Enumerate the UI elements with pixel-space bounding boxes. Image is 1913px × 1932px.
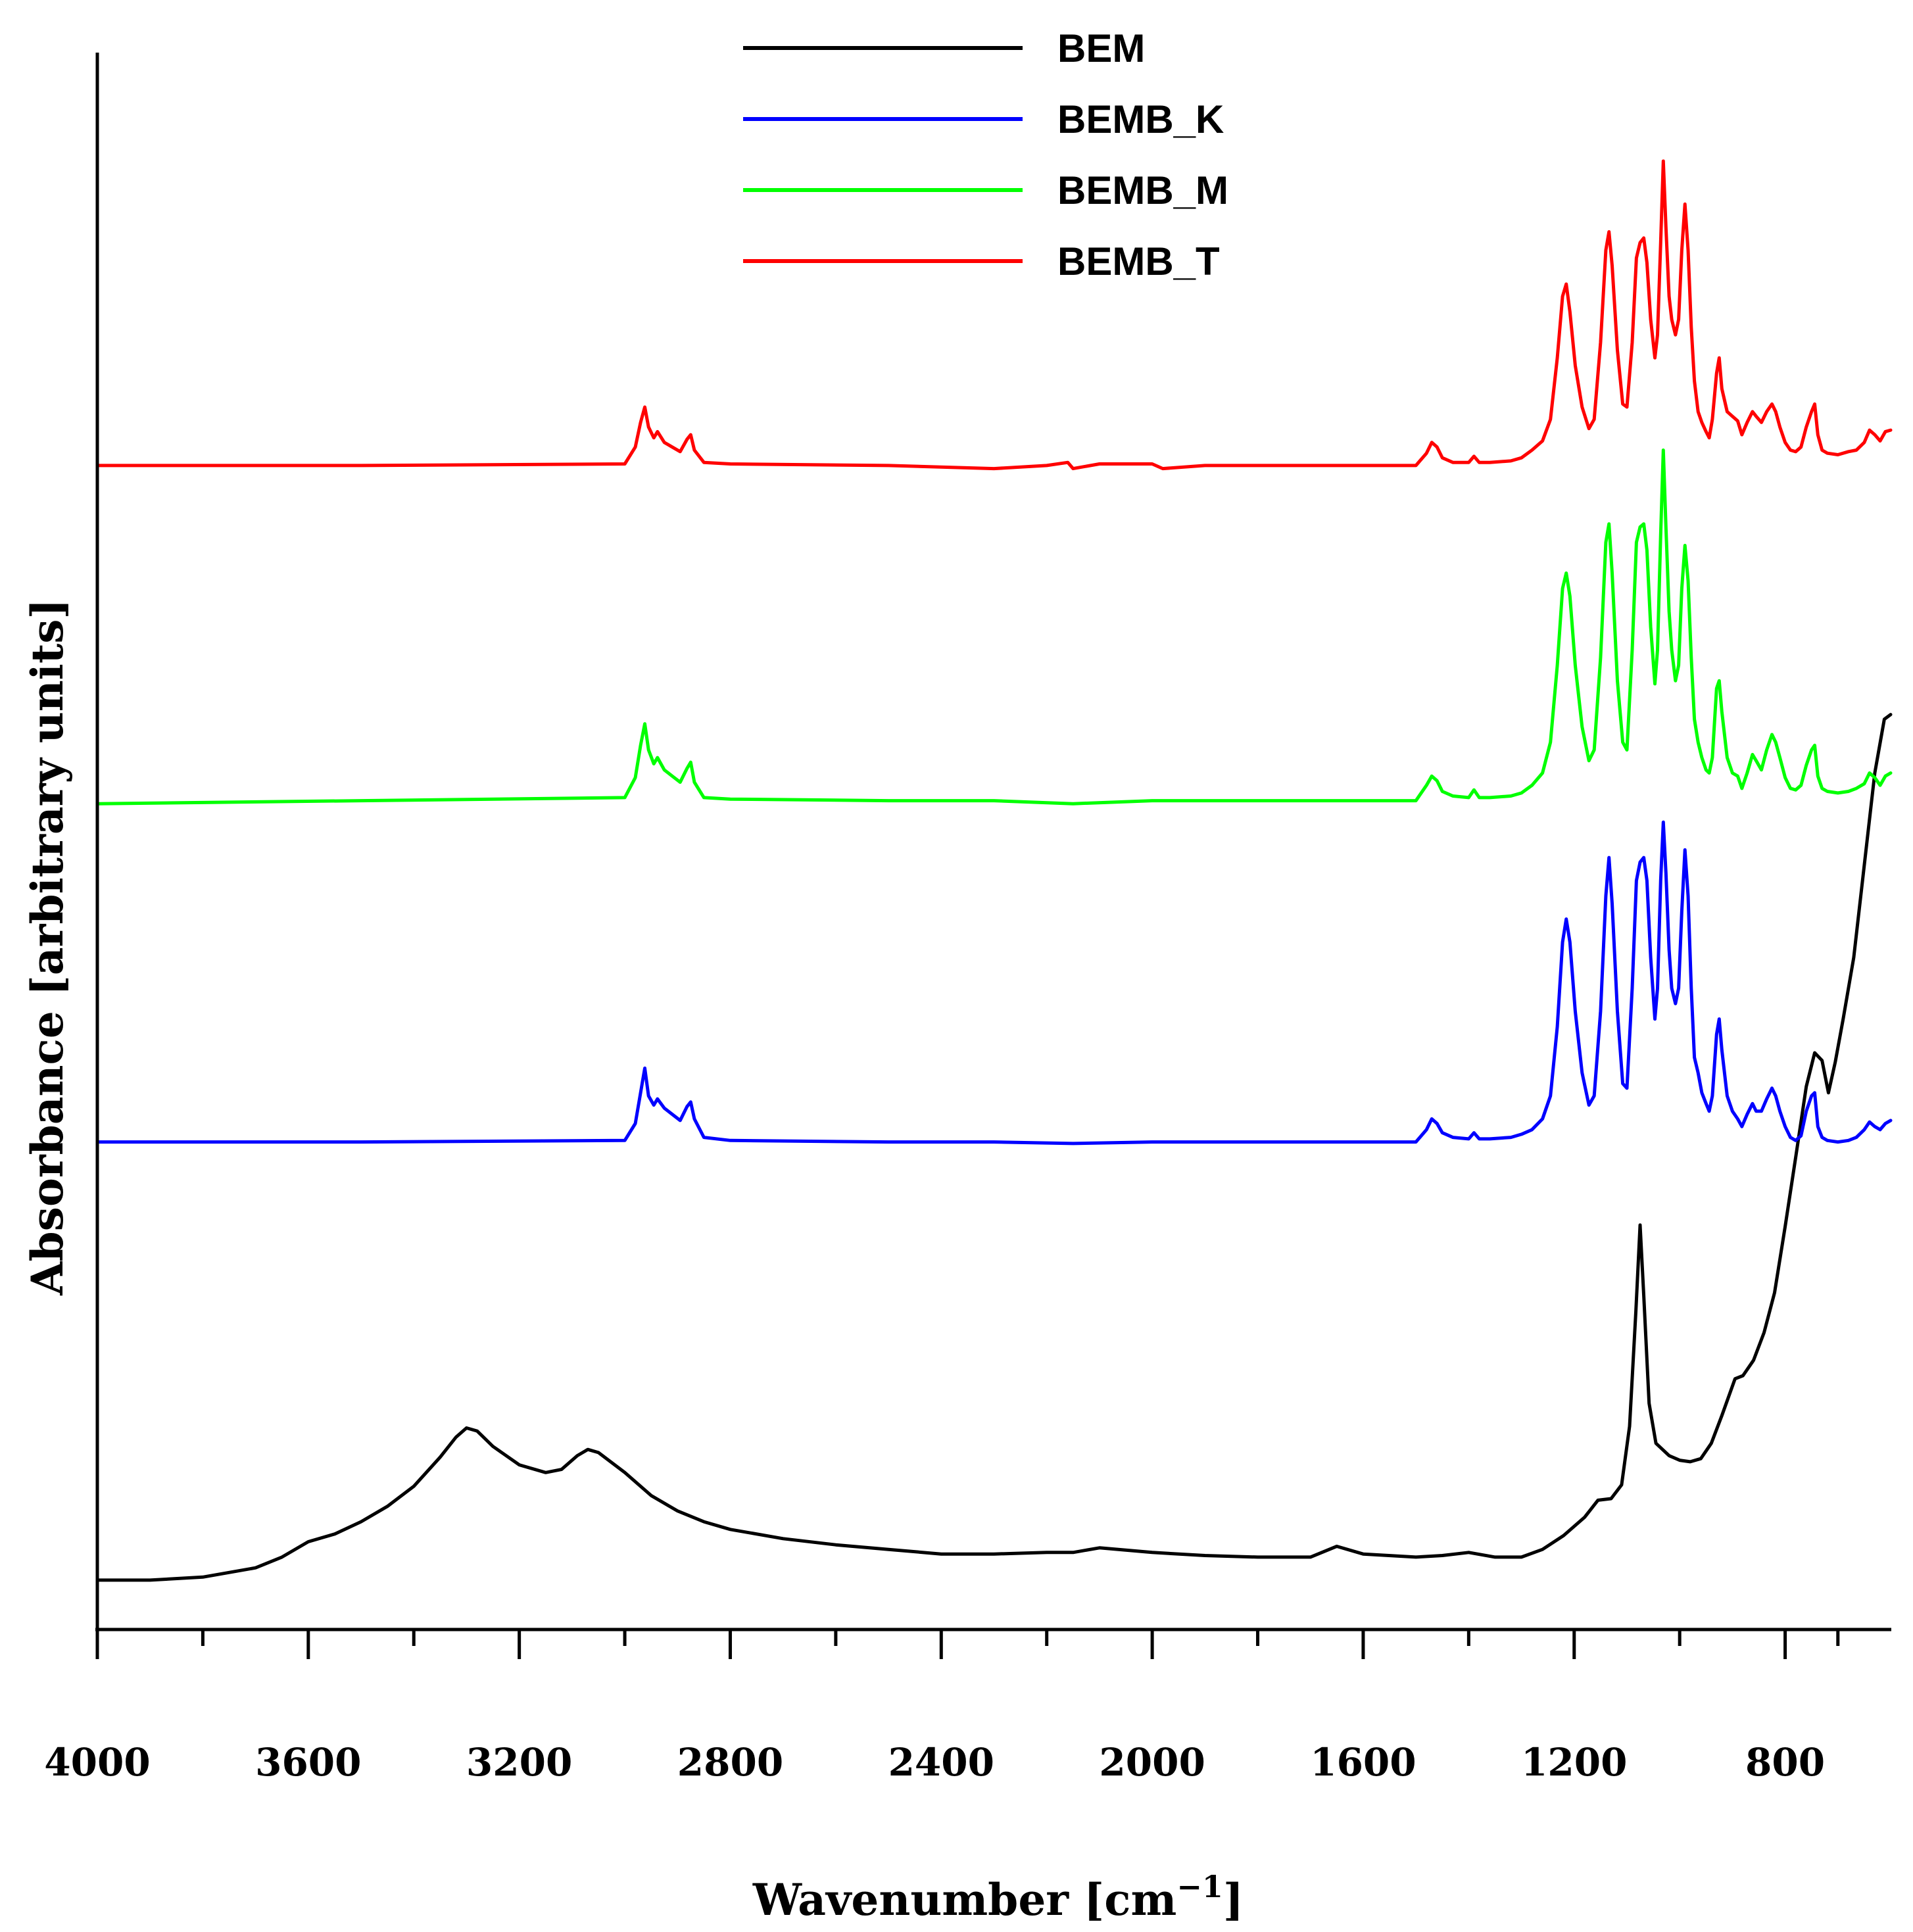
x-tick-label: 2000: [1099, 1740, 1205, 1785]
legend-label-bemb-t: BEMB_T: [1057, 239, 1220, 283]
legend-label-bemb-k: BEMB_K: [1057, 97, 1224, 141]
x-axis-title-superscript: −1: [1176, 1869, 1223, 1904]
x-tick-layer: 4000 3600 3200 2800 2400 2000 1600 1200 800: [44, 1630, 1840, 1785]
x-axis-title: Wavenumber [cm−1]: [752, 1869, 1244, 1925]
legend-label-bem: BEM: [1057, 26, 1145, 70]
x-tick-label: 2800: [677, 1740, 783, 1785]
x-tick-label: 3600: [255, 1740, 361, 1785]
series-line-bemb-t: [95, 159, 1893, 471]
series-line-bemb-k: [95, 820, 1893, 1146]
x-tick-label: 3200: [466, 1740, 572, 1785]
series-line-bem: [95, 713, 1893, 1582]
x-tick-label: 1200: [1521, 1740, 1627, 1785]
x-tick-label: 2400: [888, 1740, 994, 1785]
x-tick-label: 1600: [1310, 1740, 1416, 1785]
x-axis-title-close: ]: [1223, 1874, 1244, 1925]
x-tick-label: 800: [1745, 1740, 1825, 1785]
legend: BEM BEMB_K BEMB_M BEMB_T: [743, 26, 1228, 283]
series-layer: [95, 159, 1893, 1582]
legend-label-bemb-m: BEMB_M: [1057, 168, 1228, 212]
series-line-bemb-m: [95, 448, 1893, 806]
x-tick-label: 4000: [44, 1740, 150, 1785]
x-axis-title-main: Wavenumber [cm: [752, 1874, 1176, 1925]
y-axis-title: Absorbance [arbitrary units]: [22, 598, 73, 1295]
